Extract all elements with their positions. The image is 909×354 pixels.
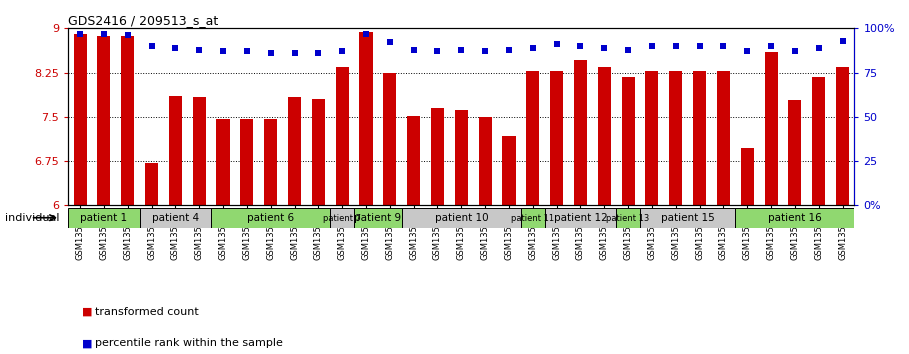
Point <box>812 45 826 51</box>
Bar <box>836 67 849 205</box>
Bar <box>503 136 515 205</box>
Text: transformed count: transformed count <box>95 307 199 316</box>
Point <box>478 48 493 54</box>
Point <box>454 47 468 52</box>
Bar <box>140 208 211 228</box>
Bar <box>622 77 634 205</box>
Bar <box>544 208 616 228</box>
Text: patient 13: patient 13 <box>606 213 650 223</box>
Text: ■: ■ <box>82 338 93 348</box>
Bar <box>355 208 402 228</box>
Point <box>406 47 421 52</box>
Bar <box>788 100 802 205</box>
Point <box>835 38 850 44</box>
Bar <box>526 72 539 205</box>
Bar <box>407 116 420 205</box>
Point <box>311 50 325 56</box>
Bar <box>640 208 735 228</box>
Point <box>549 41 564 47</box>
Point <box>502 47 516 52</box>
Text: patient 4: patient 4 <box>152 213 199 223</box>
Text: patient 15: patient 15 <box>661 213 714 223</box>
Bar <box>454 110 468 205</box>
Point <box>168 45 183 51</box>
Point <box>96 31 111 36</box>
Text: GDS2416 / 209513_s_at: GDS2416 / 209513_s_at <box>68 14 218 27</box>
Bar <box>288 97 301 205</box>
Bar <box>598 67 611 205</box>
Bar <box>335 67 349 205</box>
Point <box>121 33 135 38</box>
Bar <box>479 117 492 205</box>
Bar <box>211 208 330 228</box>
Point <box>597 45 612 51</box>
Bar <box>717 71 730 205</box>
Point <box>264 50 278 56</box>
Bar <box>97 36 111 205</box>
Point <box>335 48 349 54</box>
Bar <box>550 72 564 205</box>
Point <box>716 43 731 49</box>
Bar <box>645 71 658 205</box>
Bar <box>265 119 277 205</box>
Point <box>359 31 374 36</box>
Bar <box>741 148 754 205</box>
Bar <box>330 208 355 228</box>
Bar <box>384 73 396 205</box>
Point <box>215 48 230 54</box>
Point <box>240 48 255 54</box>
Bar <box>169 96 182 205</box>
Point <box>740 48 754 54</box>
Point <box>383 40 397 45</box>
Bar <box>402 208 521 228</box>
Point <box>145 43 159 49</box>
Point <box>644 43 659 49</box>
Text: patient 11: patient 11 <box>511 213 554 223</box>
Bar <box>312 99 325 205</box>
Point <box>621 47 635 52</box>
Text: ■: ■ <box>82 307 93 316</box>
Text: patient 12: patient 12 <box>554 213 607 223</box>
Bar <box>74 34 86 205</box>
Point <box>287 50 302 56</box>
Text: patient 6: patient 6 <box>247 213 295 223</box>
Text: patient 1: patient 1 <box>80 213 127 223</box>
Bar <box>616 208 640 228</box>
Bar <box>764 52 777 205</box>
Bar <box>193 97 205 205</box>
Bar <box>431 108 444 205</box>
Text: patient 16: patient 16 <box>768 213 822 223</box>
Bar <box>669 71 683 205</box>
Text: patient 9: patient 9 <box>355 213 402 223</box>
Bar <box>359 33 373 205</box>
Text: percentile rank within the sample: percentile rank within the sample <box>95 338 284 348</box>
Point <box>693 43 707 49</box>
Bar <box>693 71 706 205</box>
Point <box>73 31 87 36</box>
Point <box>574 43 588 49</box>
Bar <box>240 119 254 205</box>
Bar <box>812 77 825 205</box>
Point <box>430 48 445 54</box>
Text: individual: individual <box>5 213 59 223</box>
Bar <box>216 119 230 205</box>
Point <box>764 43 778 49</box>
Bar <box>145 163 158 205</box>
Bar <box>68 208 140 228</box>
Point <box>525 45 540 51</box>
Text: patient 7: patient 7 <box>324 213 361 223</box>
Point <box>192 47 206 52</box>
Bar <box>574 60 587 205</box>
Bar <box>121 36 135 205</box>
Point <box>787 48 802 54</box>
Text: patient 10: patient 10 <box>435 213 488 223</box>
Point <box>668 43 683 49</box>
Bar <box>521 208 544 228</box>
Bar <box>735 208 854 228</box>
